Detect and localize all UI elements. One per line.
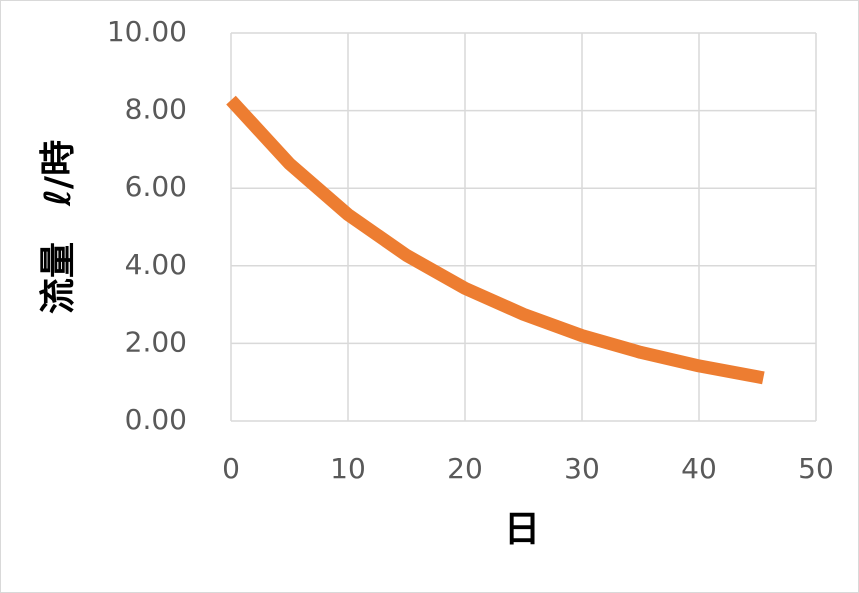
x-tick-label: 50 — [798, 452, 834, 485]
y-tick-label: 6.00 — [125, 170, 187, 203]
x-axis-title: 日 — [504, 509, 540, 550]
y-tick-label: 10.00 — [107, 15, 187, 48]
y-tick-label: 0.00 — [125, 403, 187, 436]
line-series — [226, 95, 765, 385]
y-tick-label: 4.00 — [125, 248, 187, 281]
y-axis-title: 流量 ℓ/時 — [38, 140, 79, 314]
x-tick-label: 10 — [330, 452, 366, 485]
x-tick-label: 0 — [222, 452, 240, 485]
x-tick-label: 30 — [564, 452, 600, 485]
y-tick-label: 2.00 — [125, 325, 187, 358]
x-tick-label: 20 — [447, 452, 483, 485]
y-tick-label: 8.00 — [125, 93, 187, 126]
x-tick-label: 40 — [681, 452, 717, 485]
